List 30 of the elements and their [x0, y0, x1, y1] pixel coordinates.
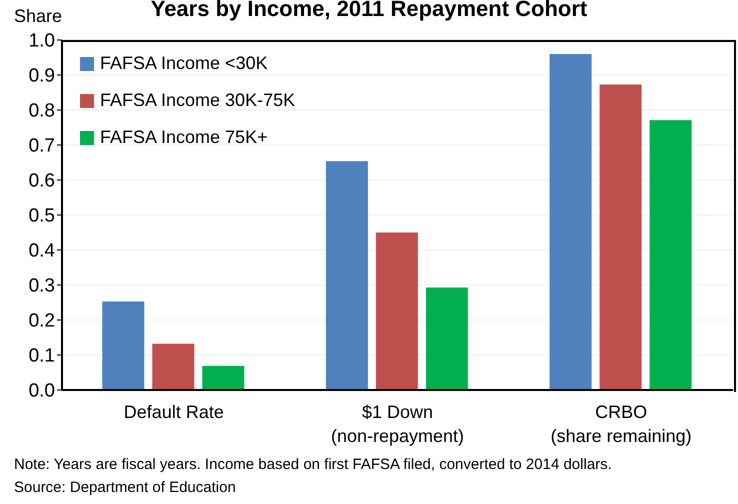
y-tick-label: 0.4 — [28, 240, 56, 262]
bar — [550, 54, 592, 390]
x-tick-label: CRBO (share remaining) — [550, 402, 692, 446]
y-tick-label: 0.0 — [28, 380, 55, 402]
y-tick-label: 0.5 — [28, 206, 55, 227]
y-tick-label: 0.3 — [28, 276, 55, 297]
y-tick-label: 1.0 — [28, 30, 55, 52]
legend-label: FAFSA Income <30K — [100, 53, 268, 74]
bar — [600, 84, 642, 390]
y-tick-label: 0.6 — [28, 170, 55, 192]
bar — [326, 161, 368, 390]
x-tick-label: $1 Down (non-repayment) — [330, 402, 464, 446]
source-note: Source: Department of Education — [14, 479, 236, 496]
text: Note: Years are fiscal years. Income based on first FAFSA filed, converted to 2014 dollars. — [14, 456, 612, 473]
chart-title: Years by Income, 2011 Repayment Cohort — [150, 0, 588, 21]
bar — [102, 301, 144, 390]
y-tick-label: 0.2 — [28, 310, 55, 332]
y-tick-label: 0.1 — [28, 346, 55, 367]
bar — [152, 344, 194, 390]
y-tick-label: 0.8 — [28, 100, 55, 122]
bar — [202, 366, 244, 390]
bar — [376, 232, 418, 390]
y-axis-title: Share — [14, 6, 62, 27]
y-tick-label: 0.7 — [28, 136, 55, 157]
legend-label: FAFSA Income 30K-75K — [100, 90, 296, 111]
y-tick-label: 0.9 — [28, 66, 55, 87]
bar — [426, 287, 468, 390]
legend-label: FAFSA Income 75K+ — [100, 127, 268, 148]
bar — [650, 120, 692, 390]
x-tick-label: Default Rate — [124, 402, 224, 422]
